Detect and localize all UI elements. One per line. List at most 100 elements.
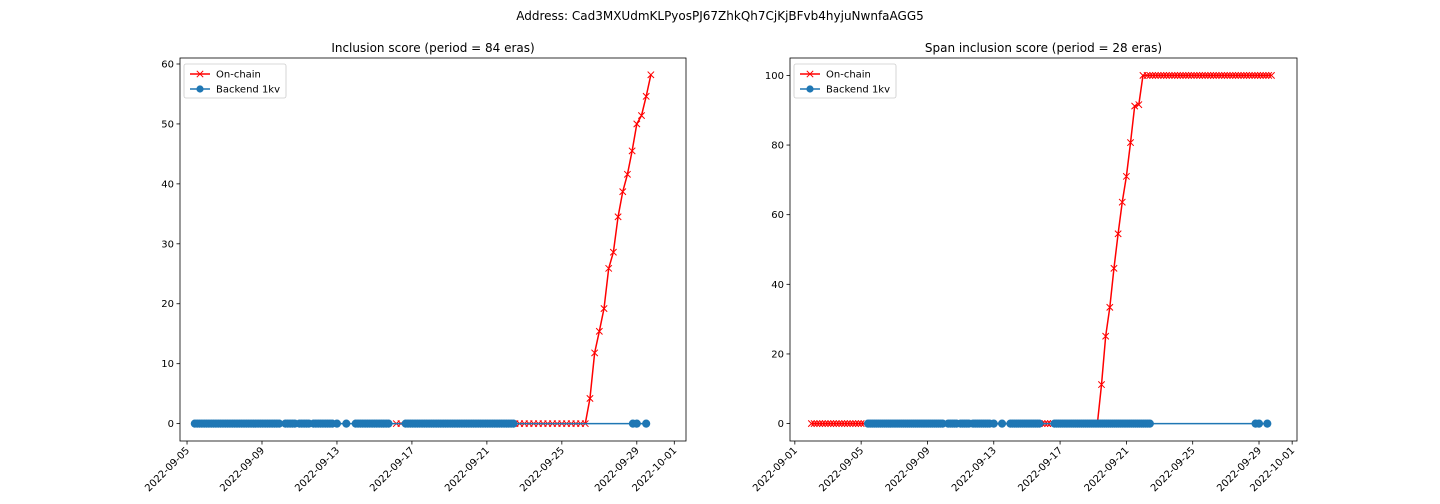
data-point xyxy=(1168,71,1176,79)
data-point xyxy=(838,420,846,428)
data-point xyxy=(1162,71,1171,79)
series-backend-1kv xyxy=(863,419,1272,428)
data-point xyxy=(1207,71,1215,79)
data-point xyxy=(1182,71,1190,79)
legend-marker xyxy=(806,85,814,93)
data-point xyxy=(342,419,351,428)
legend-label: Backend 1kv xyxy=(216,85,280,96)
data-point xyxy=(1135,101,1143,109)
data-point xyxy=(810,420,818,428)
series-backend-1kv xyxy=(190,419,651,428)
data-point xyxy=(1157,71,1165,79)
data-point xyxy=(642,419,651,428)
data-point xyxy=(1256,71,1264,79)
data-point xyxy=(600,304,608,313)
chart-title: Inclusion score (period = 84 eras) xyxy=(331,41,534,55)
data-point xyxy=(637,111,646,120)
data-point xyxy=(989,419,998,428)
data-point xyxy=(586,394,594,402)
data-point xyxy=(605,264,613,272)
legend-marker xyxy=(806,70,814,78)
y-tick-label: 0 xyxy=(168,419,174,430)
data-point xyxy=(843,420,851,428)
figure-suptitle: Address: Cad3MXUdmKLPyosPJ67ZhkQh7CjKjBF… xyxy=(516,9,924,23)
data-point xyxy=(1131,102,1139,110)
data-point xyxy=(835,420,843,428)
data-point xyxy=(1231,71,1240,79)
data-point xyxy=(1259,71,1267,79)
data-point xyxy=(827,420,835,428)
data-point xyxy=(619,188,627,196)
data-point xyxy=(1143,71,1151,79)
data-point xyxy=(1245,71,1253,79)
data-point xyxy=(1160,71,1168,79)
legend: On-chain Backend 1kv xyxy=(183,63,287,99)
y-tick-label: 50 xyxy=(161,119,174,130)
data-point xyxy=(1198,71,1206,79)
data-point xyxy=(384,419,393,428)
data-point xyxy=(1237,71,1245,79)
data-point xyxy=(1145,419,1154,428)
data-point xyxy=(1035,419,1044,428)
data-point xyxy=(997,419,1007,428)
data-point xyxy=(1110,264,1118,272)
legend-label: Backend 1kv xyxy=(826,85,890,96)
y-tick-label: 60 xyxy=(771,210,784,221)
data-point xyxy=(632,419,641,428)
y-tick-label: 0 xyxy=(778,419,784,430)
data-point xyxy=(1184,71,1193,79)
data-point xyxy=(1262,71,1270,79)
data-point xyxy=(1126,139,1135,147)
data-point xyxy=(628,147,636,155)
data-point xyxy=(1114,230,1122,238)
data-point xyxy=(1265,71,1273,79)
data-point xyxy=(1218,71,1226,79)
data-point xyxy=(595,327,603,335)
data-point xyxy=(813,420,821,428)
data-point xyxy=(1149,71,1157,79)
legend-label: On-chain xyxy=(216,70,261,81)
legend-marker xyxy=(196,70,204,78)
data-point xyxy=(1179,71,1187,79)
data-point xyxy=(824,420,832,428)
data-point xyxy=(1267,71,1275,79)
data-point xyxy=(1146,71,1154,79)
legend-marker xyxy=(196,85,204,93)
data-point xyxy=(633,120,641,128)
data-point xyxy=(591,349,599,357)
y-tick-label: 80 xyxy=(771,141,784,152)
legend-label: On-chain xyxy=(826,70,871,81)
data-point xyxy=(1209,71,1217,79)
data-point xyxy=(1234,71,1242,79)
data-point xyxy=(1243,71,1251,79)
y-tick-label: 20 xyxy=(771,349,784,360)
data-point xyxy=(818,420,827,428)
data-point xyxy=(1254,419,1264,428)
data-point xyxy=(829,420,838,428)
y-tick-label: 20 xyxy=(161,299,174,310)
y-tick-label: 40 xyxy=(161,179,174,190)
axes-frame xyxy=(789,57,1298,442)
axes-frame xyxy=(179,57,687,442)
data-point xyxy=(1220,71,1229,79)
data-point xyxy=(1165,71,1173,79)
y-tick-label: 60 xyxy=(161,59,174,70)
y-tick-label: 30 xyxy=(161,239,174,250)
data-point xyxy=(614,213,622,221)
data-point xyxy=(841,420,849,428)
y-tick-label: 40 xyxy=(771,280,784,291)
data-point xyxy=(1223,71,1231,79)
data-point xyxy=(1240,71,1248,79)
data-point xyxy=(1187,71,1195,79)
data-point xyxy=(1248,71,1256,79)
data-point xyxy=(1196,71,1204,79)
data-point xyxy=(1212,71,1220,79)
data-point xyxy=(642,92,650,100)
chart-title: Span inclusion score (period = 28 eras) xyxy=(925,41,1162,55)
data-point xyxy=(816,420,824,428)
y-tick-label: 10 xyxy=(161,359,174,370)
data-point xyxy=(1251,71,1259,79)
data-point xyxy=(1122,172,1130,180)
data-point xyxy=(1173,71,1182,79)
data-point xyxy=(807,420,815,428)
